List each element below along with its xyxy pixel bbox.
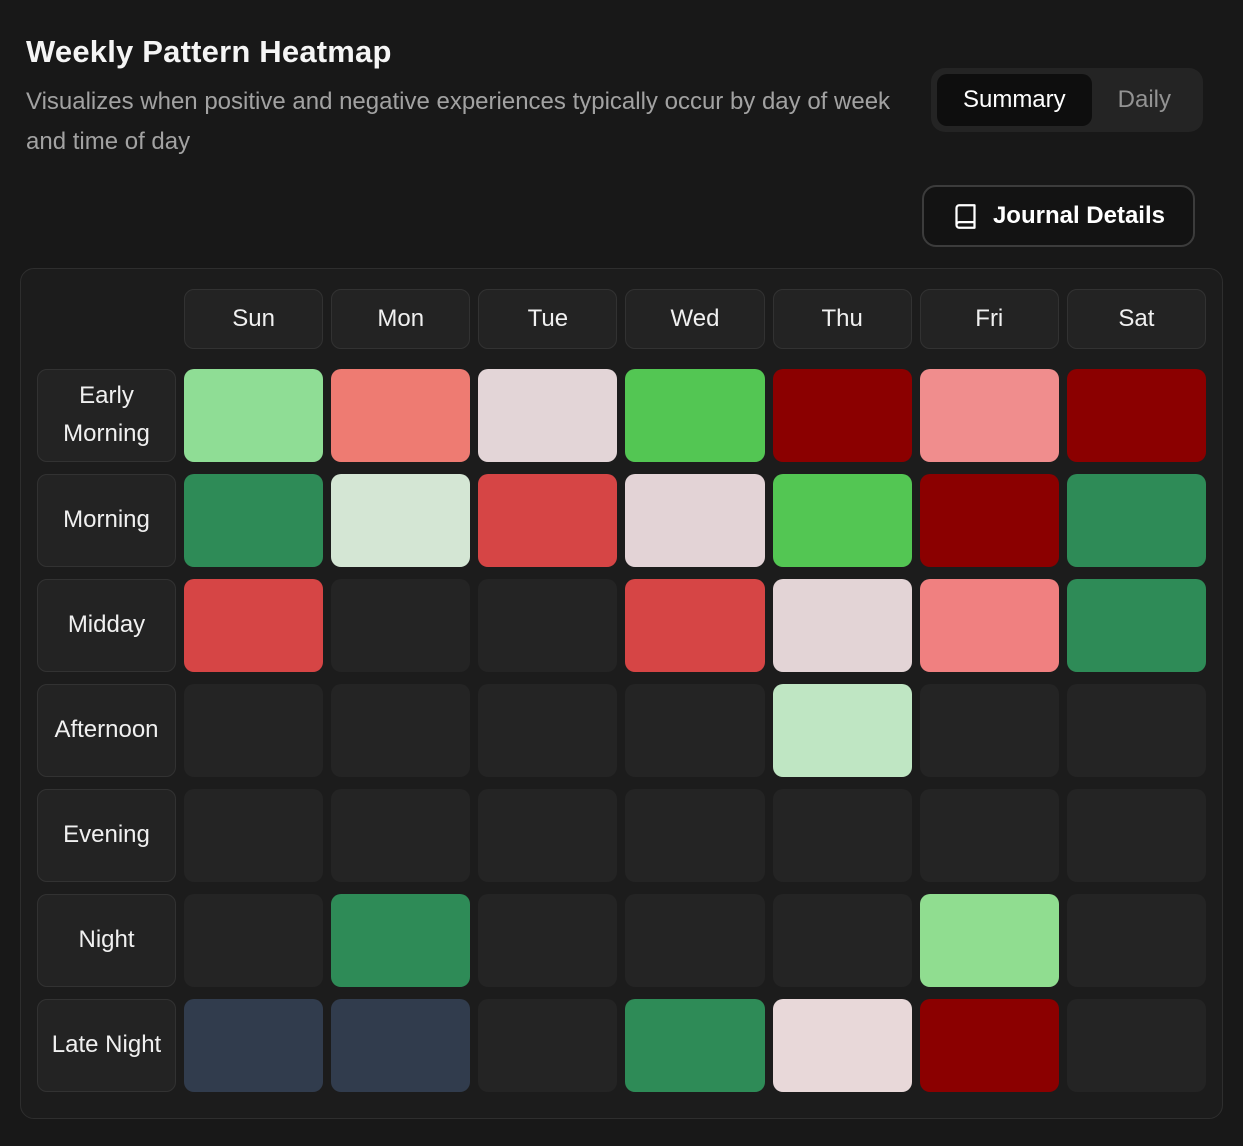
heatmap-cell-tue-early-morning[interactable] (478, 368, 618, 462)
heatmap-cell-mon-afternoon[interactable] (331, 683, 471, 777)
column-header-sun: Sun (184, 288, 324, 349)
heatmap-cell-sun-night[interactable] (184, 893, 324, 987)
heatmap-cell-thu-early-morning[interactable] (772, 368, 912, 462)
journal-details-button[interactable]: Journal Details (921, 185, 1195, 247)
heatmap-cell-sat-night[interactable] (1066, 893, 1206, 987)
column-header-thu: Thu (772, 288, 912, 349)
heatmap-cell-thu-night[interactable] (772, 893, 912, 987)
heatmap-cell-sun-evening[interactable] (184, 788, 324, 882)
heatmap-cell-sat-morning[interactable] (1066, 473, 1206, 567)
journal-details-label: Journal Details (992, 202, 1165, 229)
heatmap-cell-mon-evening[interactable] (331, 788, 471, 882)
heatmap-cell-tue-midday[interactable] (478, 578, 618, 672)
heatmap-panel: Sun Mon Tue Wed Thu Fri Sat Early Morning Mornin… (20, 267, 1223, 1119)
heatmap-cell-mon-night[interactable] (331, 893, 471, 987)
row-label-night: Night (37, 893, 176, 987)
heatmap-cell-sat-afternoon[interactable] (1066, 683, 1206, 777)
heatmap-cell-mon-early-morning[interactable] (331, 368, 471, 462)
heatmap-cell-sun-morning[interactable] (184, 473, 324, 567)
heatmap-cell-thu-late-night[interactable] (772, 998, 912, 1092)
heatmap-cell-sun-afternoon[interactable] (184, 683, 324, 777)
book-icon (952, 203, 979, 230)
heatmap-cell-sat-early-morning[interactable] (1066, 368, 1206, 462)
heatmap-cell-fri-late-night[interactable] (919, 998, 1059, 1092)
heatmap-cell-mon-morning[interactable] (331, 473, 471, 567)
heatmap-cell-fri-night[interactable] (919, 893, 1059, 987)
heatmap-cell-fri-morning[interactable] (919, 473, 1059, 567)
heatmap-cell-tue-late-night[interactable] (478, 998, 618, 1092)
grid-corner-spacer (37, 289, 176, 349)
heatmap-cell-thu-morning[interactable] (772, 473, 912, 567)
heatmap-cell-fri-afternoon[interactable] (919, 683, 1059, 777)
heatmap-cell-tue-evening[interactable] (478, 788, 618, 882)
heatmap-cell-thu-evening[interactable] (772, 788, 912, 882)
heatmap-cell-tue-morning[interactable] (478, 473, 618, 567)
heatmap-cell-fri-evening[interactable] (919, 788, 1059, 882)
row-label-midday: Midday (37, 578, 176, 672)
column-header-sat: Sat (1066, 288, 1206, 349)
heatmap-cell-sun-late-night[interactable] (184, 998, 324, 1092)
heatmap-cell-sat-midday[interactable] (1066, 578, 1206, 672)
toggle-daily[interactable]: Daily (1092, 74, 1197, 126)
heatmap-cell-tue-afternoon[interactable] (478, 683, 618, 777)
heatmap-cell-wed-early-morning[interactable] (625, 368, 765, 462)
view-toggle: Summary Daily (930, 68, 1203, 132)
heatmap-cell-sun-early-morning[interactable] (184, 368, 324, 462)
heatmap-cell-sat-late-night[interactable] (1066, 998, 1206, 1092)
heatmap-cell-wed-morning[interactable] (625, 473, 765, 567)
heatmap-cell-fri-early-morning[interactable] (919, 368, 1059, 462)
toggle-summary[interactable]: Summary (936, 74, 1092, 126)
column-header-wed: Wed (625, 288, 765, 349)
heatmap-cell-mon-late-night[interactable] (331, 998, 471, 1092)
card-header: Weekly Pattern Heatmap Visualizes when p… (20, 20, 1223, 247)
heatmap-cell-wed-night[interactable] (625, 893, 765, 987)
heatmap-cell-wed-evening[interactable] (625, 788, 765, 882)
heatmap-cell-sat-evening[interactable] (1066, 788, 1206, 882)
heatmap-cell-thu-midday[interactable] (772, 578, 912, 672)
row-label-early-morning: Early Morning (37, 368, 176, 462)
heatmap-cell-wed-afternoon[interactable] (625, 683, 765, 777)
row-label-late-night: Late Night (37, 998, 176, 1092)
heatmap-cell-mon-midday[interactable] (331, 578, 471, 672)
heatmap-cell-thu-afternoon[interactable] (772, 683, 912, 777)
heatmap-cell-wed-late-night[interactable] (625, 998, 765, 1092)
column-header-mon: Mon (331, 288, 471, 349)
row-label-morning: Morning (37, 473, 176, 567)
row-label-afternoon: Afternoon (37, 683, 176, 777)
page-subtitle: Visualizes when positive and negative ex… (26, 88, 891, 156)
heatmap-cell-fri-midday[interactable] (919, 578, 1059, 672)
heatmap-cell-sun-midday[interactable] (184, 578, 324, 672)
heatmap-grid: Sun Mon Tue Wed Thu Fri Sat Early Morning Mornin… (37, 288, 1206, 1092)
heatmap-cell-wed-midday[interactable] (625, 578, 765, 672)
column-header-fri: Fri (919, 288, 1059, 349)
row-label-evening: Evening (37, 788, 176, 882)
page-title: Weekly Pattern Heatmap (26, 34, 392, 69)
column-header-tue: Tue (478, 288, 618, 349)
heatmap-cell-tue-night[interactable] (478, 893, 618, 987)
